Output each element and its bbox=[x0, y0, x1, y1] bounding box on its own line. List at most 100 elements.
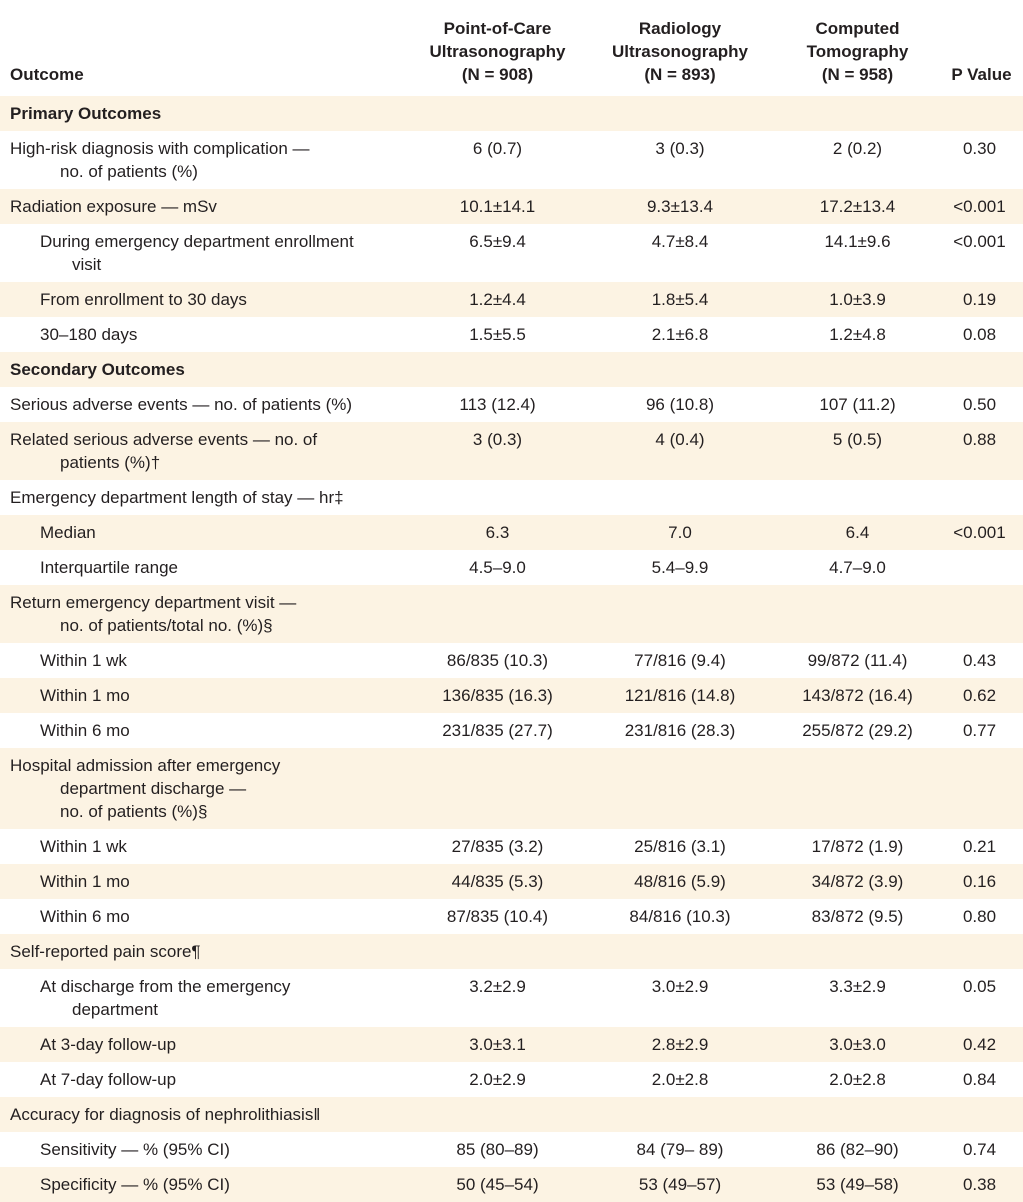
radiology-us-value: 3.0±2.9 bbox=[651, 977, 709, 996]
ct-value: 1.2±4.8 bbox=[829, 325, 886, 344]
p-value: 0.42 bbox=[962, 1035, 997, 1054]
ct-value: 3.0±3.0 bbox=[829, 1035, 886, 1054]
p-value bbox=[940, 96, 1023, 131]
point-of-care-us-value: 44/835 (5.3) bbox=[451, 872, 544, 891]
ct-value: 83/872 (9.5) bbox=[811, 907, 904, 926]
table-row: Specificity — % (95% CI) 50 (45–54) 53 (49… bbox=[0, 1167, 1023, 1202]
table-row: Emergency department length of stay — hr… bbox=[0, 480, 1023, 515]
outcome-label: Self-reported pain score¶ bbox=[10, 942, 201, 961]
radiology-us-value: 77/816 (9.4) bbox=[634, 651, 726, 670]
radiology-us-value: 2.8±2.9 bbox=[651, 1035, 709, 1054]
outcome-label: Accuracy for diagnosis of nephrolithiasi… bbox=[10, 1105, 321, 1124]
header-p-value: P Value bbox=[951, 65, 1012, 84]
outcome-label: 30–180 days bbox=[40, 325, 138, 344]
ct-value bbox=[775, 585, 940, 643]
table-row: Self-reported pain score¶ bbox=[0, 934, 1023, 969]
table-row: Within 6 mo 231/835 (27.7) 231/816 (28.3) 2… bbox=[0, 713, 1023, 748]
table-row: Serious adverse events — no. of patients… bbox=[0, 387, 1023, 422]
radiology-us-value: 121/816 (14.8) bbox=[624, 686, 736, 705]
point-of-care-us-value: 87/835 (10.4) bbox=[446, 907, 549, 926]
outcome-label: Return emergency department visit — no. … bbox=[10, 593, 297, 635]
radiology-us-value bbox=[585, 585, 775, 643]
header-point-of-care-us: Point-of-Care Ultrasonography (N = 908) bbox=[429, 19, 566, 84]
radiology-us-value: 231/816 (28.3) bbox=[624, 721, 736, 740]
outcome-label: Specificity — % (95% CI) bbox=[40, 1175, 230, 1194]
section-title: Primary Outcomes bbox=[10, 104, 162, 123]
table-row: Within 1 wk 86/835 (10.3) 77/816 (9.4) 99/8… bbox=[0, 643, 1023, 678]
outcome-label: Related serious adverse events — no. of … bbox=[10, 430, 318, 472]
table-row: Within 6 mo 87/835 (10.4) 84/816 (10.3) 83/… bbox=[0, 899, 1023, 934]
p-value bbox=[940, 748, 1023, 829]
table-body: Primary Outcomes High-risk diagnosis with… bbox=[0, 96, 1023, 1202]
radiology-us-value: 4 (0.4) bbox=[655, 430, 705, 449]
outcome-label: Hospital admission after emergency depar… bbox=[10, 756, 281, 821]
ct-value: 3.3±2.9 bbox=[829, 977, 886, 996]
table-row: At 3-day follow-up 3.0±3.1 2.8±2.9 3.0±3.0 0… bbox=[0, 1027, 1023, 1062]
ct-value: 14.1±9.6 bbox=[824, 232, 891, 251]
point-of-care-us-value: 6.5±9.4 bbox=[469, 232, 526, 251]
radiology-us-value bbox=[585, 748, 775, 829]
ct-value: 17/872 (1.9) bbox=[811, 837, 904, 856]
ct-value: 5 (0.5) bbox=[832, 430, 883, 449]
point-of-care-us-value: 113 (12.4) bbox=[459, 395, 536, 414]
outcome-label: At discharge from the emergency departme… bbox=[40, 977, 291, 1019]
radiology-us-value: 48/816 (5.9) bbox=[634, 872, 726, 891]
table-header: Outcome Point-of-Care Ultrasonography (N… bbox=[0, 0, 1023, 96]
point-of-care-us-value: 2.0±2.9 bbox=[469, 1070, 526, 1089]
radiology-us-value: 3 (0.3) bbox=[655, 139, 705, 158]
table-row: Interquartile range 4.5–9.0 5.4–9.9 4.7–9.0 bbox=[0, 550, 1023, 585]
p-value: 0.77 bbox=[962, 721, 997, 740]
point-of-care-us-value bbox=[410, 96, 585, 131]
point-of-care-us-value: 86/835 (10.3) bbox=[446, 651, 549, 670]
radiology-us-value: 9.3±13.4 bbox=[646, 197, 714, 216]
table-row: At 7-day follow-up 2.0±2.9 2.0±2.8 2.0±2.8 0… bbox=[0, 1062, 1023, 1097]
outcome-label: Emergency department length of stay — hr… bbox=[10, 488, 344, 507]
outcome-label: High-risk diagnosis with complication — … bbox=[10, 139, 310, 181]
outcome-label: Within 1 wk bbox=[40, 651, 127, 670]
p-value: 0.50 bbox=[962, 395, 997, 414]
radiology-us-value: 84 (79– 89) bbox=[636, 1140, 724, 1159]
point-of-care-us-value bbox=[410, 1097, 585, 1132]
p-value: 0.80 bbox=[962, 907, 997, 926]
ct-value: 53 (49–58) bbox=[816, 1175, 899, 1194]
point-of-care-us-value: 6 (0.7) bbox=[472, 139, 523, 158]
point-of-care-us-value bbox=[410, 934, 585, 969]
radiology-us-value bbox=[585, 934, 775, 969]
outcome-label: Sensitivity — % (95% CI) bbox=[40, 1140, 230, 1159]
point-of-care-us-value bbox=[410, 352, 585, 387]
radiology-us-value: 84/816 (10.3) bbox=[629, 907, 731, 926]
p-value: <0.001 bbox=[953, 232, 1006, 251]
radiology-us-value bbox=[585, 352, 775, 387]
header-radiology-us: Radiology Ultrasonography (N = 893) bbox=[611, 19, 749, 84]
section-header-row: Secondary Outcomes bbox=[0, 352, 1023, 387]
ct-value bbox=[775, 352, 940, 387]
table-row: High-risk diagnosis with complication — … bbox=[0, 131, 1023, 189]
outcome-label: Within 6 mo bbox=[40, 721, 130, 740]
table-row: 30–180 days 1.5±5.5 2.1±6.8 1.2±4.8 0.08 bbox=[0, 317, 1023, 352]
p-value: 0.62 bbox=[962, 686, 997, 705]
table-row: Sensitivity — % (95% CI) 85 (80–89) 84 (79… bbox=[0, 1132, 1023, 1167]
ct-value: 1.0±3.9 bbox=[829, 290, 886, 309]
table-row: Hospital admission after emergency depar… bbox=[0, 748, 1023, 829]
ct-value: 143/872 (16.4) bbox=[802, 686, 913, 705]
ct-value: 34/872 (3.9) bbox=[811, 872, 904, 891]
outcome-label: Serious adverse events — no. of patients… bbox=[10, 395, 353, 414]
point-of-care-us-value: 27/835 (3.2) bbox=[451, 837, 544, 856]
p-value bbox=[940, 480, 1023, 515]
radiology-us-value: 1.8±5.4 bbox=[651, 290, 709, 309]
point-of-care-us-value: 136/835 (16.3) bbox=[442, 686, 553, 705]
point-of-care-us-value: 3.2±2.9 bbox=[469, 977, 526, 996]
radiology-us-value bbox=[585, 96, 775, 131]
p-value bbox=[940, 352, 1023, 387]
ct-value: 255/872 (29.2) bbox=[802, 721, 913, 740]
table-row: Within 1 mo 44/835 (5.3) 48/816 (5.9) 34/87… bbox=[0, 864, 1023, 899]
table-row: Radiation exposure — mSv 10.1±14.1 9.3±13.… bbox=[0, 189, 1023, 224]
table-row: From enrollment to 30 days 1.2±4.4 1.8±5.4… bbox=[0, 282, 1023, 317]
radiology-us-value: 2.1±6.8 bbox=[651, 325, 709, 344]
p-value: 0.16 bbox=[962, 872, 997, 891]
p-value: 0.74 bbox=[962, 1140, 997, 1159]
radiology-us-value bbox=[585, 1097, 775, 1132]
point-of-care-us-value: 1.5±5.5 bbox=[469, 325, 526, 344]
radiology-us-value: 4.7±8.4 bbox=[651, 232, 709, 251]
outcome-label: At 3-day follow-up bbox=[40, 1035, 177, 1054]
